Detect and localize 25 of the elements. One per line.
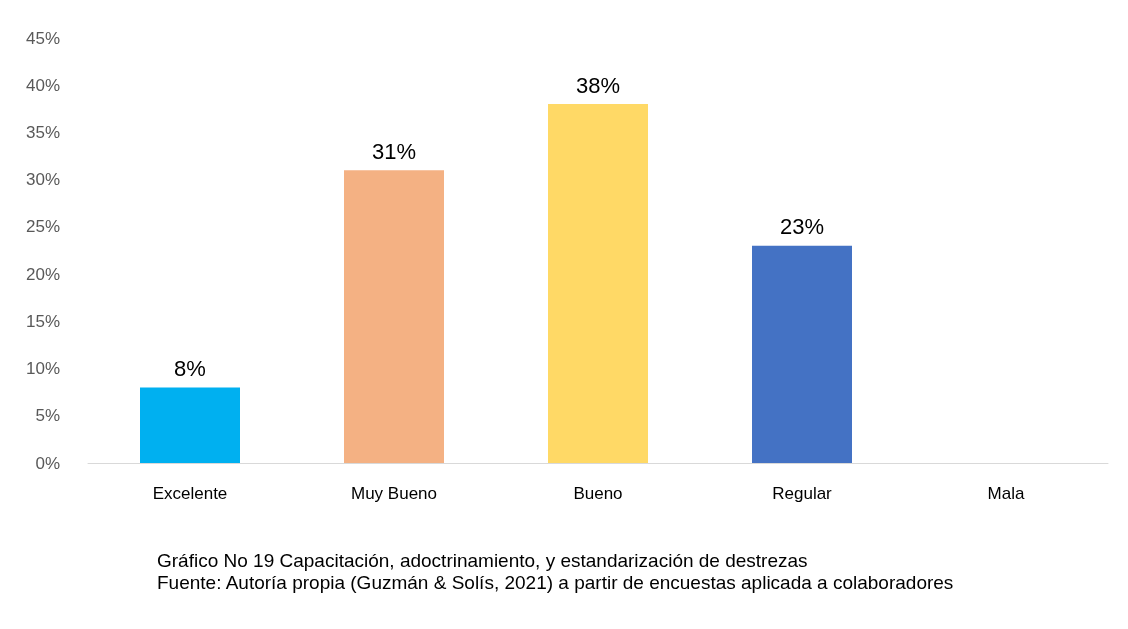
x-tick-label: Bueno <box>573 484 623 503</box>
data-label: 23% <box>779 214 825 240</box>
y-tick-label: 25% <box>25 217 60 237</box>
source-note: Fuente: Autoría propia (Guzmán & Solís, 2021) a partir de encuestas aplicada a colaboradores <box>157 572 954 593</box>
y-tick-label: 30% <box>25 170 60 190</box>
y-tick-label: 35% <box>25 122 60 142</box>
text: Gráfico No 19 Capacitación, adoctrinamiento, y estandarización de destrezas <box>157 550 808 571</box>
x-tick-label: Excelente <box>152 484 228 503</box>
y-tick-label: 45% <box>25 28 60 48</box>
bar <box>752 245 852 463</box>
bar <box>344 170 444 463</box>
x-tick-label: Mala <box>987 484 1025 503</box>
y-tick-label: 15% <box>25 311 60 331</box>
y-tick-label: 10% <box>25 359 60 379</box>
data-label: 8% <box>174 355 206 381</box>
y-tick-label: 0% <box>35 453 60 473</box>
x-tick-label: Regular <box>772 484 833 503</box>
y-tick-label: 20% <box>25 264 60 284</box>
data-label: 31% <box>371 138 417 164</box>
bar <box>548 104 648 463</box>
y-tick-label: 40% <box>25 75 60 95</box>
data-label: 38% <box>575 72 621 98</box>
y-tick-label: 5% <box>35 406 60 426</box>
x-tick-label: Muy Bueno <box>351 484 437 503</box>
bar <box>140 387 240 463</box>
